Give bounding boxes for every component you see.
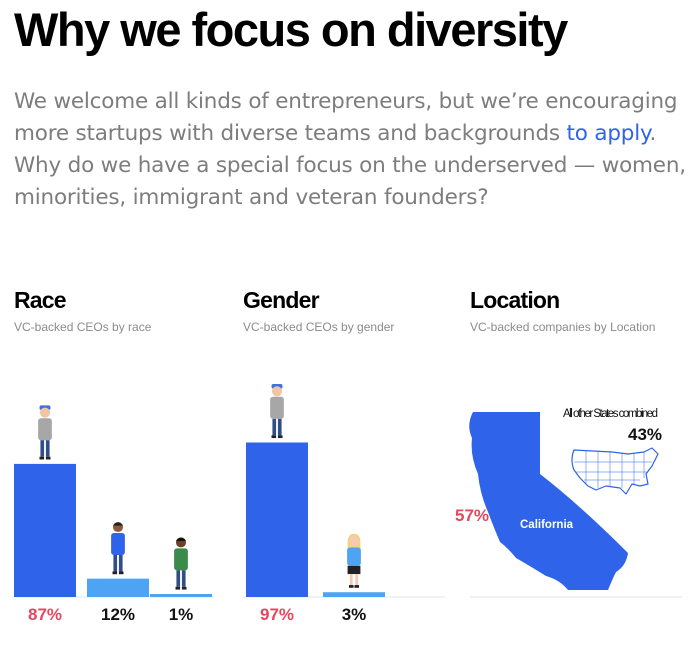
other-states-pct-label: 43%: [628, 425, 662, 444]
usa-state-borders: [574, 451, 652, 488]
race-bar-black: [150, 594, 212, 597]
gender-figure-man: [270, 383, 284, 439]
gender-bar-male: [246, 442, 308, 597]
race-label-1: 1%: [169, 605, 194, 624]
race-chart-subtitle: VC-backed CEOs by race: [14, 320, 152, 334]
race-bar-white: [14, 463, 76, 597]
intro-paragraph: We welcome all kinds of entrepreneurs, b…: [14, 86, 694, 214]
gender-chart-subtitle: VC-backed CEOs by gender: [243, 320, 395, 334]
race-figure-gray-person: [38, 405, 52, 460]
apply-link[interactable]: to apply: [566, 121, 650, 146]
gender-label-3: 3%: [342, 605, 367, 624]
race-chart-title: Race: [14, 287, 67, 313]
location-chart-title: Location: [470, 287, 560, 313]
race-figure-green-person: [174, 537, 188, 590]
gender-figure-woman: [347, 533, 361, 588]
race-figure-blue-person: [111, 521, 125, 575]
california-map-shape: [469, 412, 628, 590]
race-bar-asian: [87, 578, 149, 597]
california-map-label: California: [520, 519, 574, 531]
gender-bar-female: [323, 592, 385, 597]
race-chart: 87% 12% 1%: [14, 405, 212, 624]
gender-chart: 97% 3%: [246, 383, 385, 624]
race-label-12: 12%: [101, 605, 135, 624]
intro-text-start: We welcome all kinds of entrepreneurs, b…: [14, 89, 678, 146]
location-chart: California 57% All other States combined…: [455, 408, 662, 590]
gender-chart-title: Gender: [243, 287, 320, 313]
gender-label-97: 97%: [260, 605, 294, 624]
location-chart-subtitle: VC-backed companies by Location: [470, 320, 656, 334]
california-pct-label: 57%: [455, 506, 489, 525]
usa-map-outline: [571, 447, 659, 495]
race-label-87: 87%: [28, 605, 62, 624]
other-states-label-line1: All other States combined: [563, 408, 658, 420]
intro-text-end: . Why do we have a special focus on the …: [14, 121, 686, 210]
page-title: Why we focus on diversity: [14, 3, 568, 56]
